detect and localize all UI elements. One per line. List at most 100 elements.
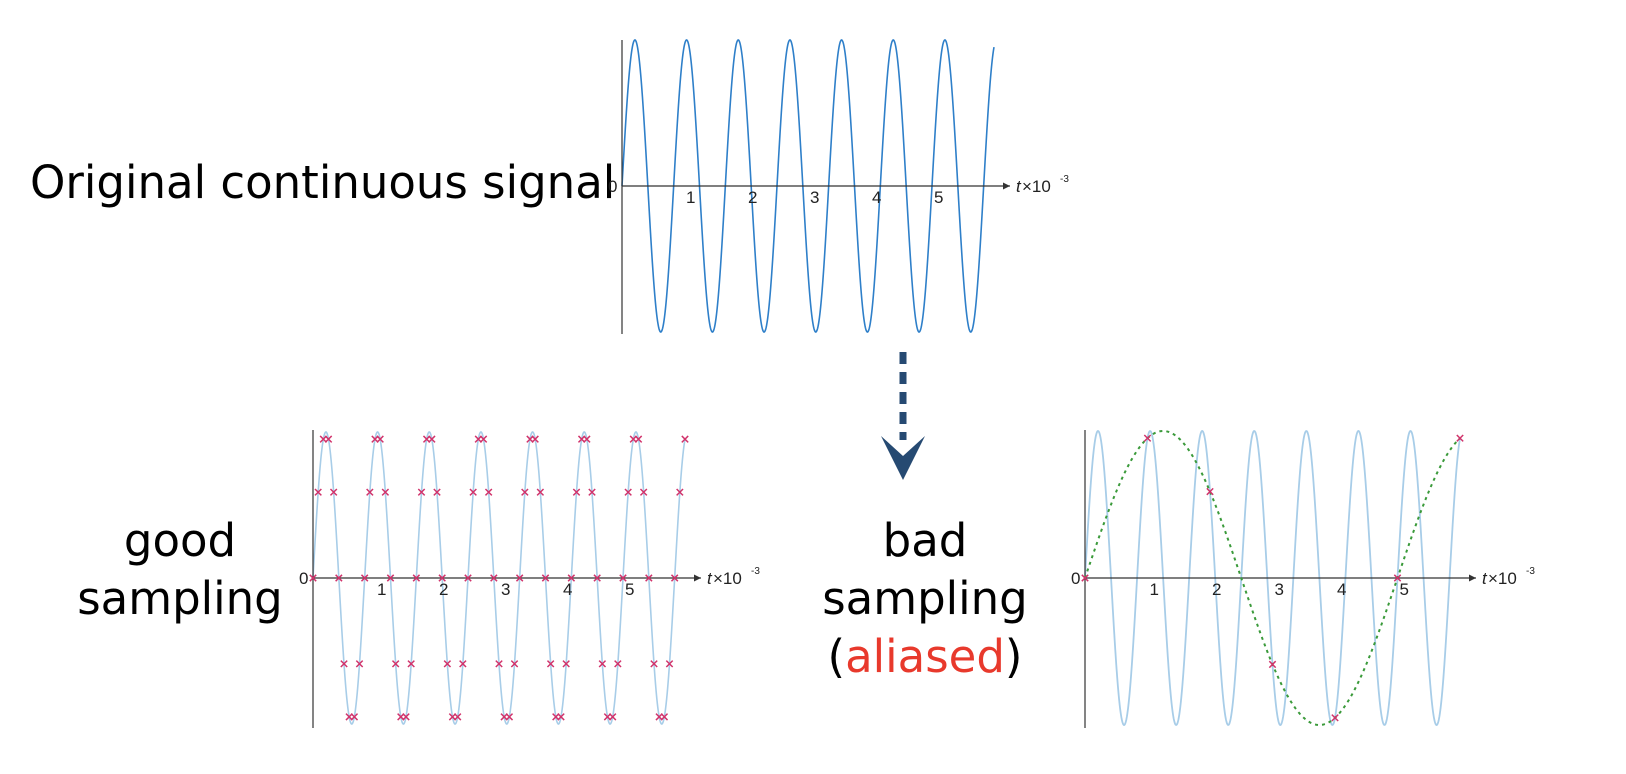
bad-sampling-line1: bad xyxy=(882,514,968,567)
sample-point xyxy=(381,488,390,496)
sample-point xyxy=(572,488,581,496)
sample-point xyxy=(309,574,317,582)
sample-point xyxy=(428,435,436,443)
sample-point xyxy=(412,574,421,582)
x-axis-name: t xyxy=(1016,177,1022,196)
aliased-word: aliased xyxy=(845,630,1005,683)
sample-point xyxy=(340,660,348,668)
sample-point xyxy=(546,660,555,668)
sample-point xyxy=(510,660,519,668)
x-axis-name: t xyxy=(707,569,713,588)
sample-point xyxy=(567,574,576,582)
tick-label: 5 xyxy=(625,580,634,599)
bad-sampling-line2: sampling xyxy=(822,572,1028,625)
sample-point xyxy=(619,574,627,582)
tick-label: 4 xyxy=(1337,580,1346,599)
sample-point xyxy=(634,435,643,443)
tick-label: 1 xyxy=(686,188,695,207)
sample-point xyxy=(665,660,674,668)
sample-point xyxy=(670,574,679,582)
sample-point xyxy=(376,435,384,443)
sample-point xyxy=(1081,574,1089,582)
sample-point xyxy=(391,660,400,668)
sample-point xyxy=(598,660,607,668)
sample-point xyxy=(541,574,550,582)
sample-point xyxy=(536,488,545,496)
sample-point xyxy=(681,435,689,443)
sample-point xyxy=(645,574,653,582)
sample-point xyxy=(614,660,622,668)
tick-label: 3 xyxy=(1275,580,1284,599)
sample-point xyxy=(557,713,565,721)
sample-point xyxy=(583,435,591,443)
sample-point xyxy=(593,574,601,582)
good-sampling-plot: 0 1 2 3 4 5 t ×10 -3 xyxy=(299,430,760,728)
sample-point xyxy=(495,660,503,668)
open-paren: ( xyxy=(827,630,846,683)
sample-point xyxy=(324,435,333,443)
x-axis-unit: ×10 xyxy=(713,569,742,588)
sample-point xyxy=(1143,434,1152,442)
sample-point xyxy=(1206,487,1214,496)
bad-sampling-plot: 0 1 2 3 4 5 t ×10 -3 xyxy=(1071,430,1535,728)
sample-point xyxy=(624,488,632,496)
sample-point xyxy=(1456,434,1464,442)
sample-point xyxy=(329,488,338,496)
x-axis-unit: ×10 xyxy=(1488,569,1517,588)
sample-point xyxy=(469,488,477,496)
close-paren: ) xyxy=(1004,630,1023,683)
x-axis-arrow-icon xyxy=(1003,182,1010,190)
tick-label: 5 xyxy=(1400,580,1409,599)
sample-point xyxy=(417,488,426,496)
x-axis-unit: ×10 xyxy=(1022,177,1051,196)
sample-point xyxy=(515,574,524,582)
sample-point xyxy=(366,488,374,496)
sample-point xyxy=(521,488,529,496)
sample-point xyxy=(355,660,364,668)
x-axis-name: t xyxy=(1482,569,1488,588)
sample-point xyxy=(562,660,570,668)
sample-point xyxy=(1331,714,1339,722)
tick-label: 2 xyxy=(1212,580,1221,599)
bad-sampling-label: bad sampling (aliased) xyxy=(810,512,1040,686)
down-arrow-icon xyxy=(881,352,925,480)
sample-point xyxy=(676,488,684,496)
sample-point xyxy=(650,660,658,668)
sample-point xyxy=(490,574,498,582)
sample-point xyxy=(453,713,462,721)
sample-point xyxy=(484,488,493,496)
sample-point xyxy=(402,713,410,721)
sample-point xyxy=(1393,574,1402,582)
origin-label: 0 xyxy=(1071,569,1080,588)
sample-point xyxy=(314,488,322,496)
x-axis-arrow-icon xyxy=(1469,574,1476,582)
sample-point xyxy=(531,435,539,443)
sample-point xyxy=(360,574,369,582)
tick-label: 2 xyxy=(439,580,448,599)
sample-point xyxy=(459,660,467,668)
sample-point xyxy=(438,574,446,582)
tick-label: 2 xyxy=(748,188,757,207)
sample-point xyxy=(335,574,343,582)
tick-label: 5 xyxy=(934,188,943,207)
origin-label: 0 xyxy=(608,177,617,196)
sample-point xyxy=(608,713,617,721)
original-signal-label: Original continuous signal xyxy=(30,156,616,209)
x-axis-arrow-icon xyxy=(694,574,701,582)
tick-label: 1 xyxy=(1150,580,1159,599)
sample-point xyxy=(464,574,472,582)
sample-point xyxy=(588,488,596,496)
x-axis-unit-exponent: -3 xyxy=(751,566,760,577)
origin-label: 0 xyxy=(299,569,308,588)
good-sampling-line1: good xyxy=(123,514,237,567)
tick-label: 3 xyxy=(810,188,819,207)
bad-sampling-line3: (aliased) xyxy=(810,628,1040,686)
sample-point xyxy=(350,713,359,721)
x-axis-unit-exponent: -3 xyxy=(1526,566,1535,577)
good-sampling-line2: sampling xyxy=(77,572,283,625)
sample-point xyxy=(1268,660,1277,669)
tick-label: 1 xyxy=(377,580,386,599)
sample-point xyxy=(660,713,669,721)
good-sampling-label: good sampling xyxy=(60,512,300,628)
